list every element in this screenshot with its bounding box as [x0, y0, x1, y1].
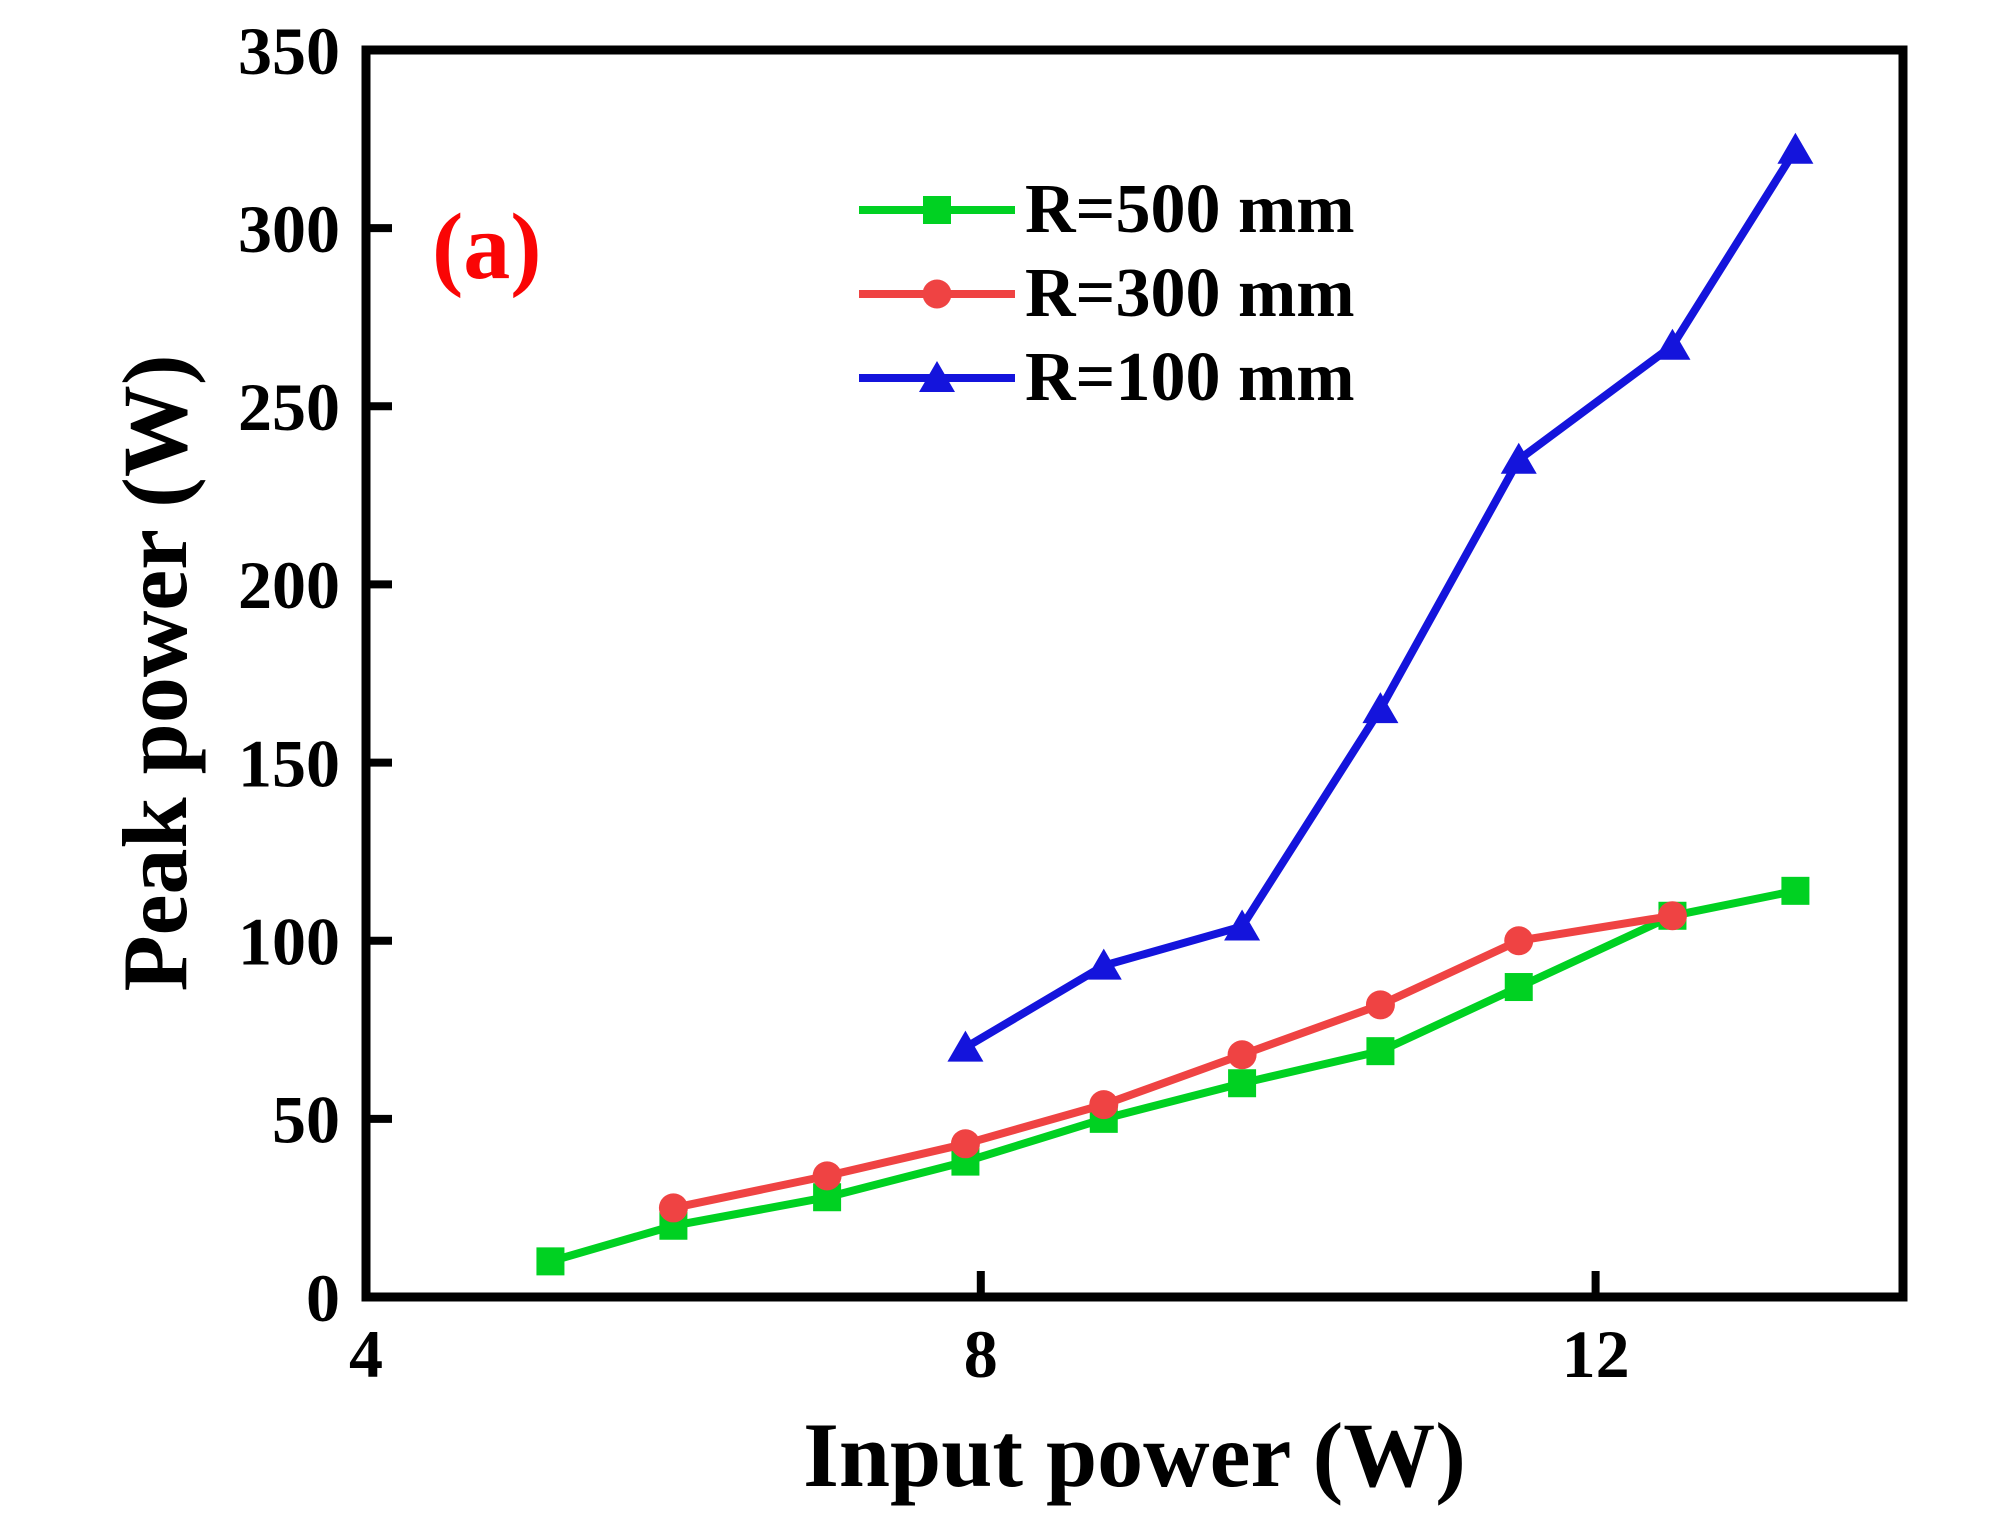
legend-swatch-circle-icon — [859, 279, 1015, 309]
data-point-triangle — [1224, 909, 1261, 941]
y-axis-title: Peak power (W) — [104, 354, 206, 992]
x-axis-title: Input power (W) — [803, 1404, 1466, 1506]
panel-label: (a) — [432, 195, 542, 299]
data-point-triangle — [1362, 692, 1399, 724]
y-tick-label: 350 — [238, 13, 340, 89]
data-point-triangle — [1654, 328, 1691, 360]
data-point-square — [1366, 1037, 1395, 1066]
data-point-circle — [1657, 901, 1687, 931]
legend-marker-circle — [922, 279, 952, 309]
legend: R=500 mm R=300 mm R=100 mm — [855, 170, 1355, 422]
legend-marker-square — [923, 196, 951, 224]
plot-frame — [361, 45, 1908, 1302]
x-tick-label: 4 — [349, 1316, 383, 1392]
y-tick-label: 50 — [272, 1082, 340, 1158]
series-line-r-300-mm — [672, 911, 1674, 1212]
legend-item-r500: R=500 mm — [855, 170, 1355, 250]
y-tick-label: 250 — [238, 369, 340, 445]
data-point-triangle — [1777, 132, 1814, 164]
data-point-circle — [1504, 926, 1534, 956]
series-line-r-500-mm — [549, 886, 1797, 1266]
data-point-circle — [1365, 990, 1395, 1020]
x-tick-label: 8 — [964, 1316, 998, 1392]
data-point-square — [1504, 973, 1533, 1002]
data-point-triangle — [947, 1030, 984, 1062]
data-point-circle — [950, 1129, 980, 1159]
data-point-triangle — [1500, 442, 1537, 474]
legend-swatch-square-icon — [859, 196, 1015, 224]
data-point-square — [1781, 876, 1810, 905]
legend-label: R=100 mm — [1025, 339, 1355, 416]
legend-item-r100: R=100 mm — [855, 338, 1355, 418]
y-tick-label: 200 — [238, 547, 340, 623]
legend-swatch-triangle-icon — [859, 361, 1015, 392]
legend-marker-triangle — [919, 361, 955, 392]
y-tick-label: 0 — [306, 1260, 340, 1336]
y-tick-label: 150 — [238, 725, 340, 801]
y-tick-label: 300 — [238, 191, 340, 267]
y-tick-label: 100 — [238, 904, 340, 980]
legend-label: R=500 mm — [1025, 171, 1355, 248]
legend-label: R=300 mm — [1025, 255, 1355, 332]
data-point-square — [536, 1247, 565, 1276]
legend-item-r300: R=300 mm — [855, 254, 1355, 334]
data-point-circle — [812, 1161, 842, 1191]
x-tick-label: 12 — [1562, 1316, 1630, 1392]
data-point-circle — [1227, 1040, 1257, 1070]
data-point-circle — [1089, 1090, 1119, 1120]
data-point-circle — [658, 1193, 688, 1223]
data-point-triangle — [1085, 948, 1122, 980]
data-point-square — [1228, 1069, 1257, 1098]
